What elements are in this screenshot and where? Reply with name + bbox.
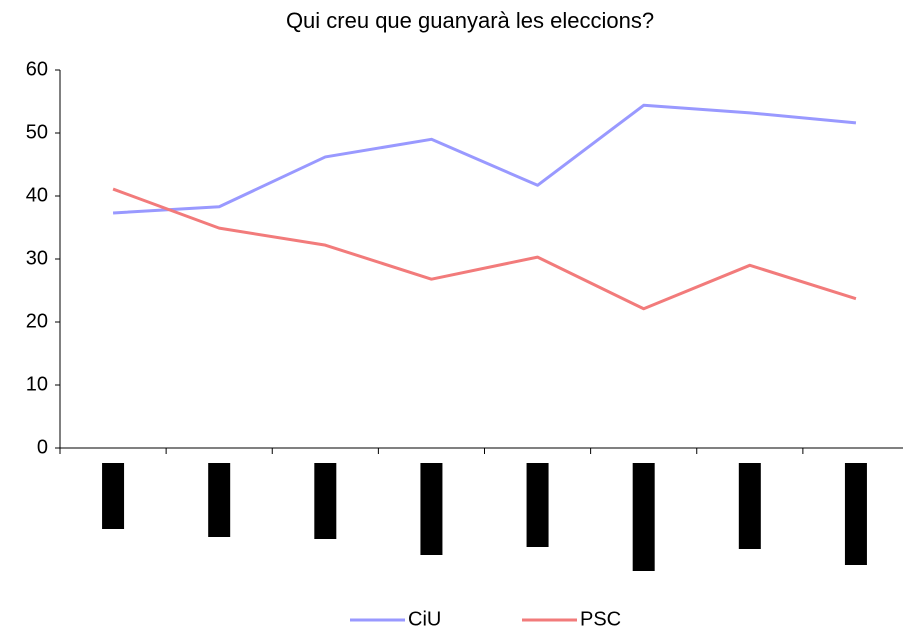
x-tick-label-redacted [632,463,655,571]
x-tick-label-redacted [314,463,337,539]
x-tick-label-redacted [844,463,867,565]
y-tick-label: 10 [26,373,48,395]
line-series [112,187,857,311]
y-tick-label: 40 [26,184,48,206]
y-tick-label: 60 [26,58,48,80]
chart-title: Qui creu que guanyarà les eleccions? [286,8,654,33]
x-tick-label-redacted [102,463,125,529]
x-tick-label-redacted [208,463,231,537]
x-tick-label-redacted [526,463,549,547]
legend-label: CiU [408,608,441,628]
y-tick-label: 20 [26,310,48,332]
legend-label: PSC [580,608,621,628]
y-tick-label: 50 [26,121,48,143]
x-tick-label-redacted [738,463,761,549]
y-tick-label: 30 [26,247,48,269]
y-tick-label: 0 [37,436,48,458]
line-series [112,103,857,215]
x-tick-label-redacted [420,463,443,555]
